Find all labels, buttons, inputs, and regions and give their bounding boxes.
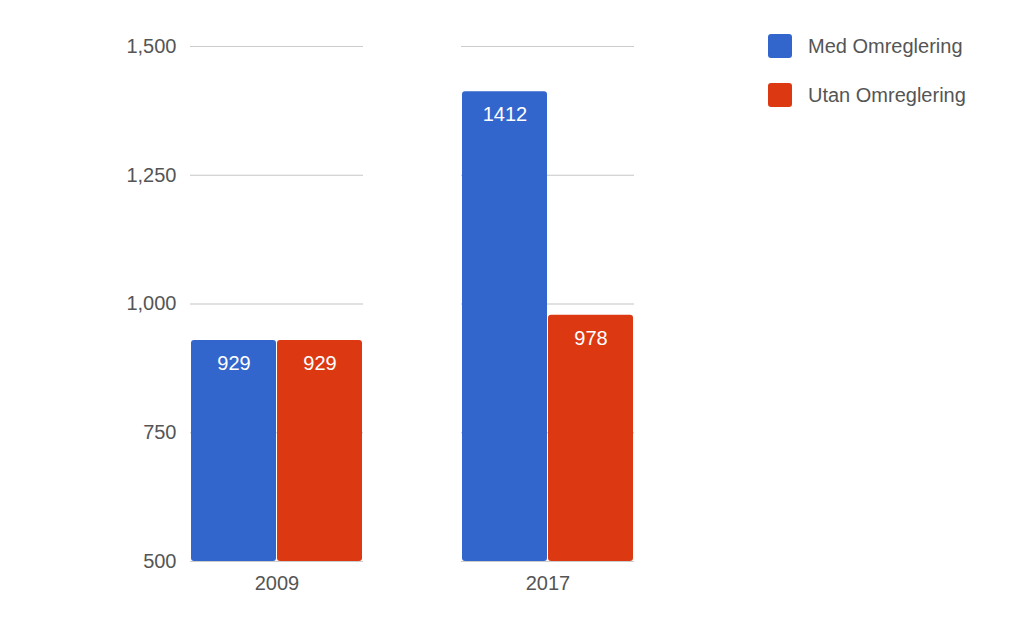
html-text:Med Omreglering: Med Omreglering — [808, 34, 963, 57]
svg-text:1,500: 1,500 — [126, 35, 176, 57]
svg-text:750: 750 — [143, 421, 176, 443]
svg-text:1,000: 1,000 — [126, 292, 176, 314]
html-text:Utan Omreglering: Utan Omreglering — [808, 83, 966, 106]
svg-text:1412: 1412 — [483, 103, 528, 125]
svg-text:2017: 2017 — [526, 572, 571, 594]
svg-text:1,250: 1,250 — [126, 164, 176, 186]
svg-text:978: 978 — [574, 327, 607, 349]
svg-text:929: 929 — [217, 352, 250, 374]
svg-text:2009: 2009 — [255, 572, 300, 594]
svg-text:929: 929 — [303, 352, 336, 374]
svg-text:500: 500 — [143, 550, 176, 572]
